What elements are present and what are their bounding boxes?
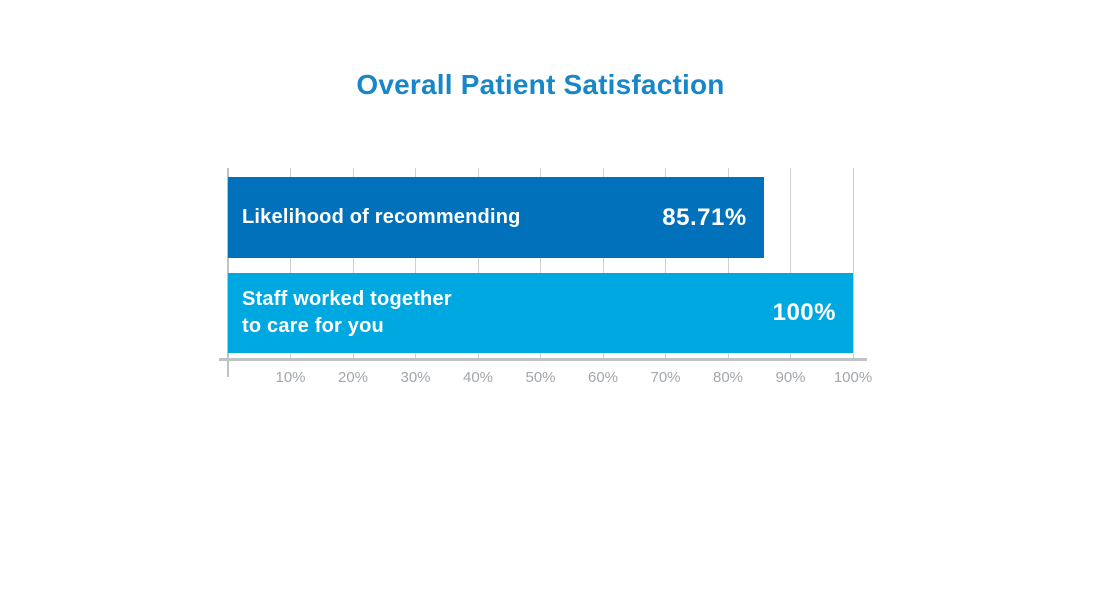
gridline-20% <box>352 168 354 358</box>
x-tick-label-30%: 30% <box>400 369 431 386</box>
chart-title: Overall Patient Satisfaction <box>356 69 725 100</box>
gridline-70% <box>665 168 666 358</box>
gridline-10% <box>290 168 291 358</box>
gridline-80% <box>727 168 729 358</box>
x-tick-label-80%: 80% <box>712 369 744 386</box>
bar-value-label: 100% <box>772 299 836 326</box>
x-tick-label-70%: 70% <box>650 369 681 386</box>
bar-value-label: 85.71% <box>662 203 747 231</box>
gridline-100% <box>852 168 854 358</box>
x-tick-label-40%: 40% <box>462 369 494 386</box>
x-tick-label-60%: 60% <box>587 369 619 386</box>
x-tick-label-100%: 100% <box>833 369 873 386</box>
plot-area: Likelihood of recommending 85.71% Staff wo… <box>219 168 872 386</box>
x-tick-label-20%: 20% <box>337 369 369 386</box>
gridline-90% <box>790 168 791 358</box>
bar-2: Staff worked together to care for you 100… <box>228 273 853 353</box>
x-axis-line <box>219 358 867 361</box>
x-axis-labels: 10% 20% 30% 40% 50% 60% 70% 80% 90% 100% <box>228 359 872 389</box>
gridline-30% <box>415 168 416 358</box>
gridline-60% <box>602 168 604 358</box>
x-tick-label-50%: 50% <box>525 369 556 386</box>
gridline-40% <box>477 168 479 358</box>
gridline-50% <box>540 168 541 358</box>
bars-layer: Likelihood of recommending 85.71% Staff wo… <box>228 177 853 353</box>
gridlines-layer <box>228 168 854 359</box>
x-tick-label-10%: 10% <box>275 369 306 386</box>
y-axis-line <box>227 168 229 377</box>
bar-category-label: Staff worked together to care for you <box>242 288 452 337</box>
x-tick-label-90%: 90% <box>775 369 806 386</box>
bar-1: Likelihood of recommending 85.71% <box>228 177 764 258</box>
bar-category-label: Likelihood of recommending <box>242 206 521 228</box>
